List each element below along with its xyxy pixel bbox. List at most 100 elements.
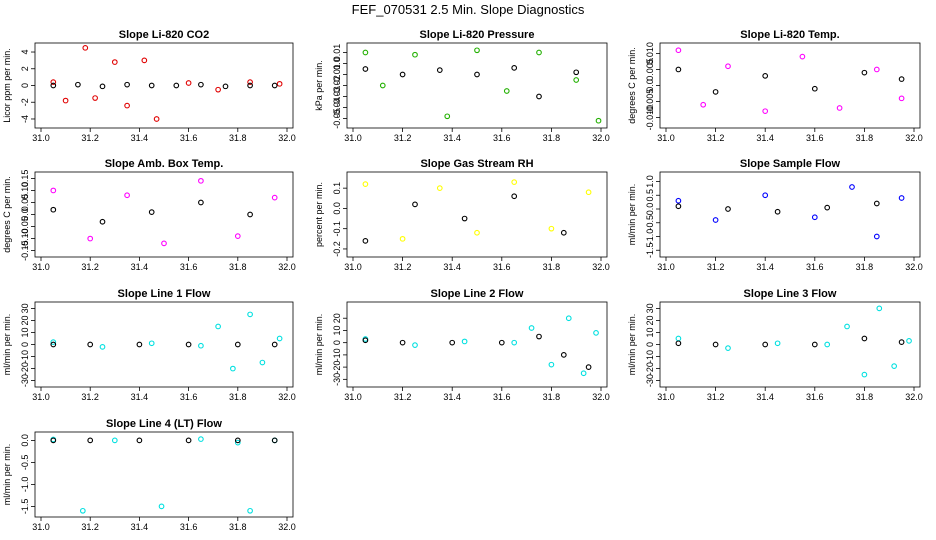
y-tick-label: -0.5 <box>20 455 30 471</box>
y-tick-label: 20 <box>332 313 342 323</box>
y-tick-label: -20 <box>645 362 655 375</box>
data-point <box>215 86 221 93</box>
chart-panel: Slope Line 2 Flow 31.0 31.2 31.4 31.6 31.8 32.… <box>314 288 610 402</box>
chart-panel: Slope Line 3 Flow 31.0 31.2 31.4 31.6 31.8 32.… <box>627 288 923 402</box>
x-tick-label: 31.8 <box>856 392 874 402</box>
chart-panel: Slope Line 1 Flow 31.0 31.2 31.4 31.6 31.8 32.… <box>2 288 296 402</box>
data-point <box>511 193 518 200</box>
data-point <box>811 341 818 348</box>
x-tick-label: 31.4 <box>756 392 774 402</box>
y-tick-label: -2 <box>20 98 30 106</box>
y-axis-label: Licor ppm per min. <box>2 48 12 123</box>
data-point <box>511 65 518 71</box>
data-point <box>528 325 535 331</box>
y-axis-label: ml/min per min. <box>2 314 12 376</box>
data-point <box>799 53 806 60</box>
data-point <box>861 69 868 76</box>
data-point <box>79 507 86 514</box>
data-point <box>876 305 883 312</box>
data-point <box>247 82 253 89</box>
data-point <box>148 82 155 89</box>
data-point <box>873 233 880 240</box>
y-tick-label: 10 <box>332 325 342 335</box>
plot-frame <box>346 42 608 129</box>
data-point <box>762 192 769 199</box>
data-point <box>99 83 106 90</box>
y-tick-label: -0.005 <box>645 89 655 115</box>
x-tick-label: 31.4 <box>756 133 774 143</box>
y-tick-label: -30 <box>332 373 342 386</box>
data-point <box>173 82 180 89</box>
data-point <box>762 73 769 79</box>
data-point <box>247 507 253 514</box>
x-tick-label: 31.4 <box>131 392 149 402</box>
y-tick-label: 0 <box>20 342 30 347</box>
x-tick-label: 31.0 <box>344 133 362 143</box>
y-tick-label: 30 <box>645 303 655 313</box>
plot-frame <box>346 171 608 258</box>
data-point <box>222 83 229 90</box>
x-tick-label: 32.0 <box>592 392 610 402</box>
data-point <box>399 71 406 78</box>
data-point <box>362 337 369 344</box>
panel-title: Slope Line 3 Flow <box>744 288 837 300</box>
data-point <box>136 341 143 348</box>
x-tick-label: 31.0 <box>344 392 362 402</box>
data-point <box>725 206 731 212</box>
x-tick-label: 32.0 <box>278 262 296 272</box>
data-point <box>725 345 731 351</box>
plot-frame <box>34 42 294 129</box>
x-tick-label: 31.8 <box>229 133 247 143</box>
data-point <box>461 215 468 222</box>
data-point <box>141 57 148 64</box>
data-point <box>712 89 719 95</box>
y-tick-label: 0.0 <box>645 79 655 92</box>
data-point <box>271 437 278 444</box>
data-point <box>449 339 456 346</box>
data-point <box>762 341 769 348</box>
data-point <box>461 338 468 345</box>
data-point <box>675 66 682 73</box>
data-point <box>503 88 510 94</box>
data-point <box>247 311 253 318</box>
data-point <box>891 363 898 370</box>
data-point <box>580 370 587 377</box>
data-point <box>198 177 204 184</box>
data-point <box>215 323 221 330</box>
data-point <box>536 93 542 100</box>
plot-frame <box>34 171 294 258</box>
x-tick-label: 31.6 <box>180 133 198 143</box>
data-point <box>50 341 57 348</box>
data-point <box>111 437 118 444</box>
y-tick-label: -20 <box>332 361 342 374</box>
data-point <box>50 79 57 86</box>
data-point <box>362 66 369 72</box>
x-tick-label: 31.4 <box>756 262 774 272</box>
y-tick-label: -1.0 <box>645 229 655 245</box>
plot-frame <box>34 431 294 518</box>
x-tick-label: 31.6 <box>493 262 511 272</box>
panel-title: Slope Gas Stream RH <box>420 158 533 170</box>
data-point <box>560 229 567 236</box>
y-tick-label: -20 <box>20 362 30 375</box>
data-point <box>399 235 406 242</box>
data-point <box>560 352 567 358</box>
data-point <box>811 85 818 92</box>
x-tick-label: 31.0 <box>657 133 675 143</box>
x-tick-label: 32.0 <box>592 262 610 272</box>
data-point <box>230 365 236 372</box>
chart-panel: Slope Li-820 Temp. 31.0 31.2 31.4 31.6 31.8 32… <box>627 29 923 143</box>
data-point <box>50 437 57 444</box>
data-point <box>362 49 369 56</box>
data-point <box>474 47 480 54</box>
y-tick-label: -0.15 <box>20 240 30 261</box>
plot-frame <box>34 301 294 388</box>
data-point <box>185 437 192 444</box>
x-tick-label: 31.2 <box>81 262 99 272</box>
x-tick-label: 31.2 <box>707 392 725 402</box>
y-tick-label: -0.02 <box>332 75 342 96</box>
x-tick-label: 31.8 <box>229 262 247 272</box>
data-point <box>198 436 204 442</box>
panel-title: Slope Line 4 (LT) Flow <box>106 418 222 430</box>
data-point <box>595 117 602 124</box>
